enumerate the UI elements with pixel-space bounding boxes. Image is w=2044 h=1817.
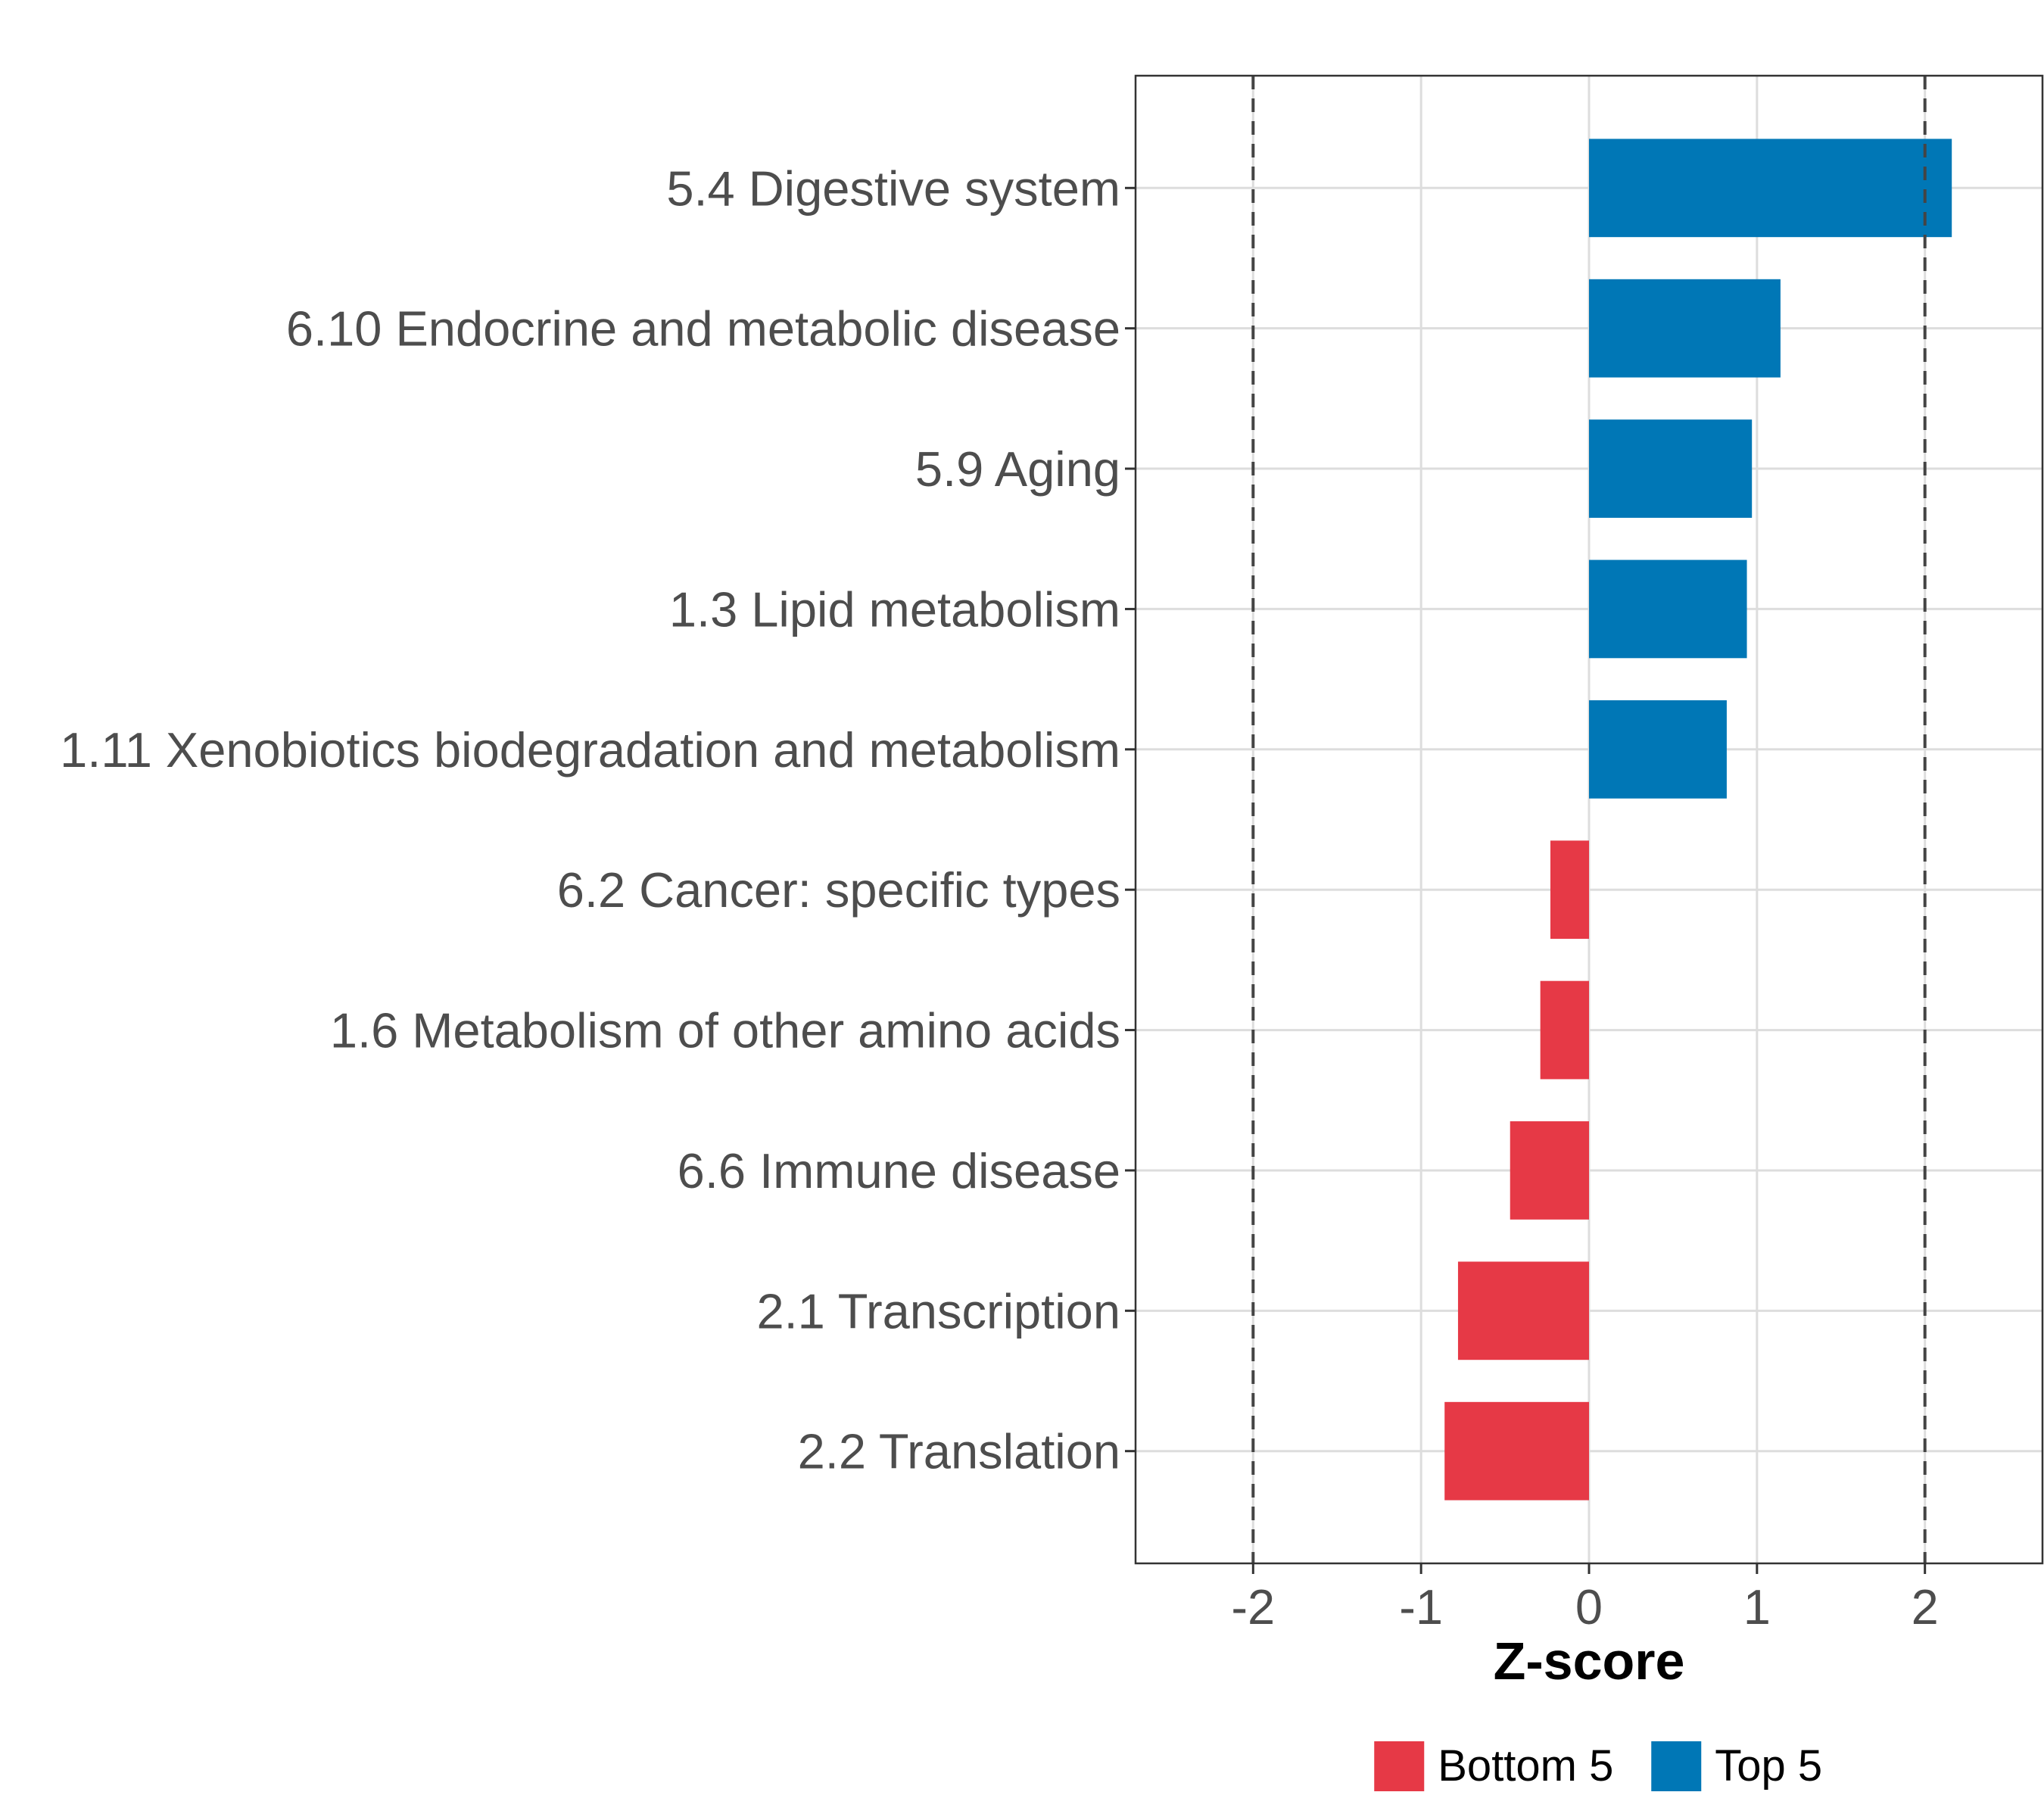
bar-3: [1589, 559, 1747, 659]
category-label-0: 5.4 Digestive system: [666, 161, 1120, 216]
bar-6: [1540, 980, 1589, 1080]
x-tick-label-0: -2: [1231, 1579, 1275, 1635]
category-label-5: 6.2 Cancer: specific types: [557, 862, 1120, 918]
bar-0: [1589, 139, 1952, 238]
category-label-2: 5.9 Aging: [915, 441, 1120, 497]
legend-label-0: Bottom 5: [1438, 1741, 1613, 1791]
category-label-1: 6.10 Endocrine and metabolic disease: [286, 301, 1120, 357]
legend-key-1: [1651, 1741, 1702, 1791]
category-label-4: 1.11 Xenobiotics biodegradation and meta…: [60, 722, 1120, 778]
bar-7: [1510, 1121, 1589, 1220]
x-axis-title: Z-score: [1494, 1632, 1685, 1691]
category-label-7: 6.6 Immune disease: [678, 1143, 1120, 1198]
category-label-6: 1.6 Metabolism of other amino acids: [330, 1003, 1120, 1058]
legend-label-1: Top 5: [1715, 1741, 1822, 1791]
y-axis: 5.4 Digestive system 6.10 Endocrine and m…: [60, 161, 1136, 1479]
category-label-9: 2.2 Translation: [798, 1424, 1120, 1479]
bar-9: [1444, 1401, 1589, 1501]
x-tick-label-1: -1: [1399, 1579, 1443, 1635]
bar-layer: [1444, 139, 1952, 1501]
x-tick-label-3: 1: [1743, 1579, 1771, 1635]
bar-5: [1550, 840, 1589, 940]
category-label-3: 1.3 Lipid metabolism: [669, 581, 1120, 637]
bar-8: [1457, 1261, 1589, 1360]
legend: Bottom 5 Top 5: [1374, 1741, 1822, 1791]
legend-key-0: [1374, 1741, 1425, 1791]
bar-2: [1589, 419, 1753, 518]
bar-1: [1589, 279, 1781, 378]
x-tick-label-2: 0: [1575, 1579, 1603, 1635]
reference-lines: [1251, 76, 1927, 1563]
x-tick-label-4: 2: [1912, 1579, 1939, 1635]
category-label-8: 2.1 Transcription: [756, 1283, 1120, 1339]
bar-4: [1589, 700, 1727, 799]
x-axis: -2 -1 0 1 2: [1231, 1563, 1939, 1635]
